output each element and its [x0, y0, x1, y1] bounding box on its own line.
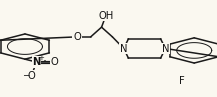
Text: N: N: [162, 43, 169, 54]
Text: O: O: [73, 32, 81, 42]
Text: F: F: [179, 75, 185, 86]
Text: N: N: [120, 43, 127, 54]
Text: N: N: [32, 57, 41, 67]
Text: O: O: [28, 71, 35, 81]
Text: OH: OH: [98, 10, 113, 21]
Text: +: +: [38, 55, 44, 61]
Text: −: −: [22, 71, 29, 80]
Text: O: O: [50, 57, 58, 67]
Text: ·: ·: [43, 55, 47, 68]
